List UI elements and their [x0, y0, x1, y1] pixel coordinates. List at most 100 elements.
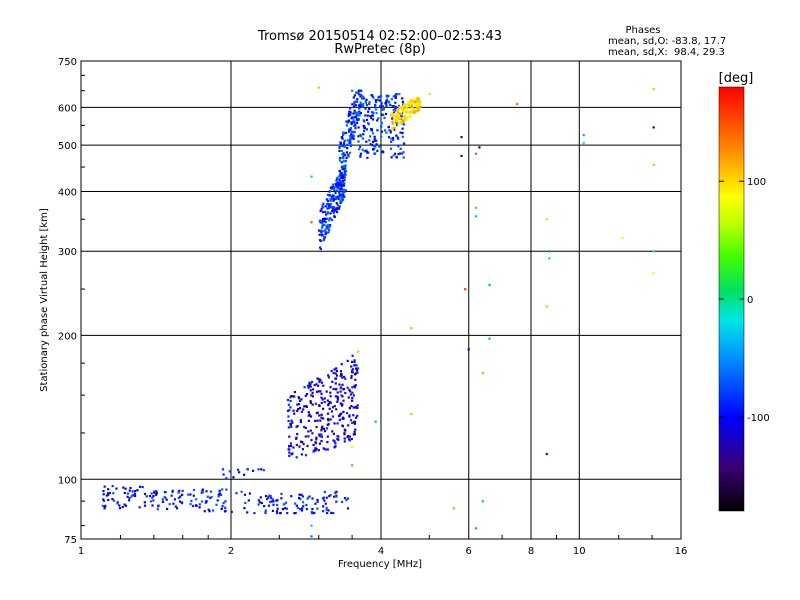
echo-point	[377, 117, 380, 120]
echo-point	[330, 370, 333, 373]
echo-point	[102, 490, 105, 493]
echo-point	[361, 105, 364, 108]
grid-lines	[81, 61, 681, 539]
echo-point	[342, 189, 345, 192]
echo-point	[354, 104, 358, 107]
echo-point	[305, 508, 308, 511]
echo-point	[291, 421, 294, 424]
echo-point	[394, 94, 397, 97]
echo-point	[344, 145, 347, 149]
echo-point	[317, 384, 320, 387]
echo-point	[315, 426, 318, 429]
echo-point	[322, 202, 325, 205]
echo-point	[460, 154, 463, 157]
echo-point	[399, 131, 402, 134]
echo-point	[414, 100, 417, 103]
colorbar-tick-label: 0	[747, 295, 753, 306]
echo-point	[276, 507, 279, 510]
echo-point	[331, 194, 334, 197]
echo-point	[352, 135, 355, 138]
echo-point	[153, 490, 156, 493]
echo-point	[381, 105, 384, 108]
echo-point	[365, 140, 368, 143]
echo-point	[365, 98, 368, 101]
echo-point	[391, 115, 394, 118]
echo-point	[394, 107, 397, 110]
echo-point	[367, 121, 370, 125]
echo-point	[171, 489, 174, 492]
echo-point	[252, 469, 255, 472]
echo-point	[410, 107, 413, 110]
echo-point	[341, 171, 344, 174]
echo-point	[155, 490, 158, 493]
echo-point	[311, 380, 314, 384]
echo-point	[315, 390, 319, 393]
echo-point	[330, 187, 333, 190]
echo-point	[217, 495, 220, 498]
echo-point	[270, 500, 273, 503]
echo-point	[390, 98, 393, 101]
echo-point	[323, 220, 326, 223]
echo-point	[359, 152, 362, 155]
echo-point	[304, 394, 307, 397]
echo-point	[348, 439, 351, 442]
echo-point	[377, 96, 380, 99]
echo-point	[397, 111, 400, 114]
echo-point	[343, 179, 346, 182]
echo-point	[260, 501, 263, 505]
echo-point	[103, 485, 106, 488]
echo-point	[371, 111, 374, 114]
echo-point	[374, 99, 377, 102]
echo-point	[416, 109, 419, 112]
echo-point	[403, 103, 406, 106]
echo-point	[341, 168, 344, 171]
echo-point	[350, 133, 353, 136]
echo-point	[289, 442, 292, 445]
echo-point	[357, 89, 360, 92]
echo-point	[342, 417, 345, 420]
echo-point	[289, 396, 292, 399]
echo-point	[406, 117, 409, 120]
echo-point	[370, 143, 374, 146]
echo-point	[309, 389, 312, 392]
echo-point	[293, 390, 296, 394]
echo-point	[301, 501, 305, 504]
echo-point	[387, 136, 391, 139]
echo-point	[212, 509, 215, 512]
echo-point	[165, 498, 168, 501]
echo-point	[349, 128, 352, 131]
echo-point	[396, 119, 399, 122]
echo-point	[350, 376, 353, 379]
echo-point	[343, 154, 346, 157]
echo-point	[283, 503, 286, 506]
echo-point	[338, 418, 341, 421]
echo-point	[111, 485, 114, 488]
echo-point	[335, 179, 338, 182]
echo-point	[347, 114, 350, 118]
echo-point	[293, 412, 296, 415]
y-tick-label: 750	[58, 57, 77, 68]
echo-point	[385, 131, 388, 134]
echo-point	[356, 98, 359, 101]
echo-point	[341, 500, 344, 504]
echo-point	[271, 509, 274, 512]
echo-point	[339, 188, 342, 191]
echo-point	[365, 118, 369, 121]
echo-point	[316, 377, 319, 380]
x-tick-labels: 1 2 4 6 8 10 16	[78, 546, 688, 557]
echo-point	[326, 441, 329, 444]
echo-point	[106, 492, 110, 495]
echo-point	[157, 504, 160, 507]
echo-point	[288, 435, 291, 438]
echo-point	[327, 203, 330, 206]
echo-point	[299, 498, 302, 501]
echo-point	[401, 105, 404, 108]
echo-point	[298, 493, 301, 496]
echo-point	[474, 527, 477, 530]
echo-point	[354, 116, 357, 119]
echo-point	[205, 500, 208, 503]
echo-point	[270, 496, 273, 500]
echo-point	[314, 448, 317, 452]
echo-point	[332, 195, 336, 198]
